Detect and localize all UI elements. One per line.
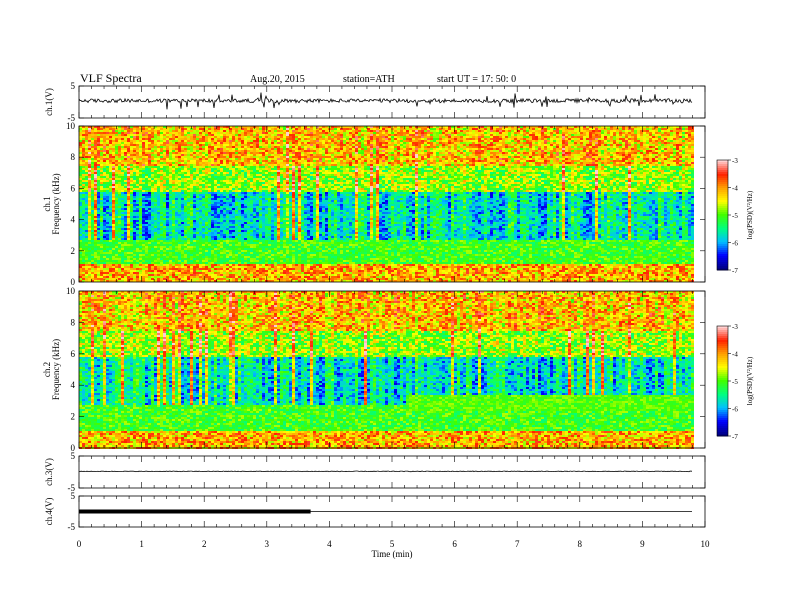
colorbar-tick-label: -4 — [732, 185, 738, 193]
date-label: Aug.20, 2015 — [250, 74, 305, 85]
colorbar-tick-label: -3 — [732, 323, 738, 331]
colorbar-tick-label: -7 — [732, 433, 738, 441]
y-tick-label: 4 — [71, 380, 76, 390]
voltage-axis-label: ch.3(V) — [44, 458, 54, 486]
colorbar-label: log(PSD)(V²/Hz) — [746, 190, 754, 239]
voltage-axis-label: ch.4(V) — [44, 498, 54, 526]
colorbar-label: log(PSD)(V²/Hz) — [746, 356, 754, 405]
y-tick-label: 0 — [71, 277, 76, 287]
colorbar-tick-label: -4 — [732, 351, 738, 359]
x-tick-label: 2 — [202, 539, 207, 549]
y-tick-label: -5 — [68, 522, 76, 532]
x-tick-label: 7 — [515, 539, 520, 549]
x-tick-label: 9 — [640, 539, 645, 549]
y-tick-label: 4 — [71, 215, 76, 225]
ch1-voltage-panel: 5 -5 ch.1(V) — [44, 81, 706, 123]
y-tick-label: 2 — [71, 246, 76, 256]
figure-title: VLF Spectra — [80, 71, 142, 85]
ch1-spectrogram-panel: 0 2 4 6 8 10 ch.1 Frequency (kHz) — [42, 121, 706, 287]
x-tick-label: 1 — [139, 539, 144, 549]
x-axis-label: Time (min) — [372, 549, 413, 559]
x-tick-label: 0 — [77, 539, 82, 549]
x-tick-label: 3 — [265, 539, 270, 549]
y-tick-label: 2 — [71, 412, 76, 422]
signal-trace — [78, 470, 692, 473]
colorbar-tick-label: -3 — [732, 157, 738, 165]
ch1-colorbar: -3 -4 -5 -6 -7 log(PSD)(V²/Hz) — [716, 157, 754, 275]
y-tick-label: 10 — [66, 286, 76, 296]
y-tick-label: -5 — [68, 113, 76, 123]
y-tick-label: 0 — [71, 443, 76, 453]
colorbar-tick-label: -5 — [732, 378, 738, 386]
ch4-voltage-panel: 5 -5 ch.4(V) — [44, 491, 706, 532]
frequency-axis-label: Frequency (kHz) — [51, 173, 61, 234]
signal-trace — [78, 92, 693, 110]
y-tick-label: 5 — [71, 81, 76, 91]
y-tick-label: 5 — [71, 451, 76, 461]
colorbar-tick-label: -6 — [732, 406, 738, 414]
spectrogram-cells — [79, 126, 694, 282]
pulse-train — [79, 509, 311, 514]
spectrogram-cells — [79, 291, 694, 449]
x-tick-label: 10 — [701, 539, 711, 549]
y-tick-label: 8 — [71, 152, 76, 162]
y-tick-label: 6 — [71, 183, 76, 193]
y-tick-label: -5 — [68, 483, 76, 493]
ch2-spectrogram-panel: 0 2 4 6 8 10 ch.2 Frequency (kHz) — [42, 286, 706, 453]
y-tick-label: 6 — [71, 349, 76, 359]
time-axis: 0 1 2 3 4 5 6 7 8 9 10 Time (min) — [77, 539, 710, 559]
y-tick-label: 10 — [66, 121, 76, 131]
x-tick-label: 5 — [390, 539, 395, 549]
x-tick-label: 6 — [452, 539, 457, 549]
ch2-colorbar: -3 -4 -5 -6 -7 log(PSD)(V²/Hz) — [716, 323, 754, 441]
ch3-voltage-panel: 5 -5 ch.3(V) — [44, 451, 706, 493]
station-label: station=ATH — [343, 74, 395, 85]
x-tick-label: 4 — [327, 539, 332, 549]
colorbar-tick-label: -6 — [732, 240, 738, 248]
y-tick-label: 5 — [71, 491, 76, 501]
channel-label: ch.1 — [42, 196, 52, 211]
y-tick-label: 8 — [71, 317, 76, 327]
start-time-label: start UT = 17: 50: 0 — [437, 74, 516, 85]
channel-label: ch.2 — [42, 362, 52, 377]
x-tick-label: 8 — [578, 539, 583, 549]
colorbar-tick-label: -7 — [732, 267, 738, 275]
colorbar-tick-label: -5 — [732, 212, 738, 220]
voltage-axis-label: ch.1(V) — [44, 88, 54, 116]
frequency-axis-label: Frequency (kHz) — [51, 339, 61, 400]
